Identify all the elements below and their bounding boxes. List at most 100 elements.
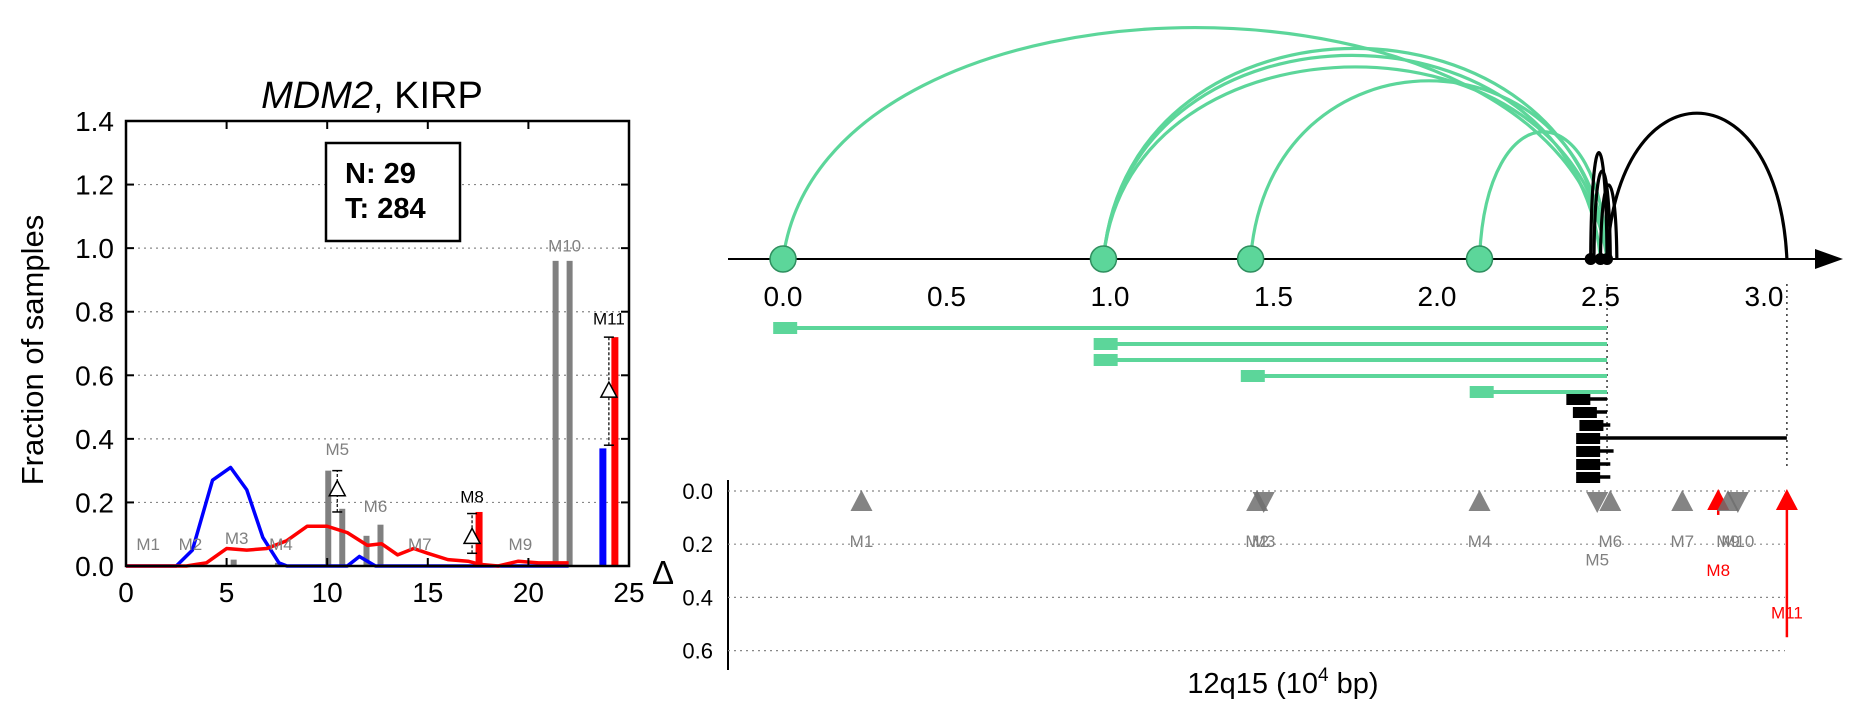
delta-label: M6 [1598, 532, 1622, 551]
y-tick-label: 1.4 [75, 106, 114, 137]
delta-tick-label: 0.0 [682, 479, 713, 504]
marker-label: M10 [548, 236, 581, 255]
delta-label: M5 [1585, 551, 1609, 570]
arcs [781, 26, 1789, 260]
axis-ticks: 0.0 0.2 0.4 0.6 0.8 1.0 1.2 1.4 0 5 10 15 20 25 [75, 106, 645, 608]
green-span-marker [1469, 386, 1494, 398]
delta-up-triangle [1671, 490, 1694, 511]
black-arc [1589, 150, 1609, 260]
x-tick-label: 0.0 [764, 281, 803, 312]
black-span-marker [1566, 394, 1591, 405]
delta-label: M3 [1252, 532, 1276, 551]
bar-tumor [475, 511, 483, 566]
x-axis-label-exponent: 4 [1318, 665, 1329, 686]
marker-label: M5 [325, 440, 349, 459]
black-arc [1592, 169, 1612, 260]
delta-tick-label: 0.6 [682, 639, 713, 664]
position-guides [1606, 284, 1788, 470]
marker-label: M8 [460, 487, 484, 506]
black-arc [1605, 111, 1789, 260]
black-span-marker [1572, 407, 1597, 418]
info-normal-count: N: 29 [345, 158, 416, 190]
x-tick-label: 2.5 [1581, 281, 1620, 312]
chart-title: MDM2, KIRP [261, 75, 483, 117]
green-arc [1101, 65, 1609, 260]
black-node [1584, 253, 1597, 265]
marker-annotations: M1 M2 M3 M4 M5 M6 M7 M8 M9 M10 M11 [136, 236, 624, 554]
delta-label: M1 [850, 532, 874, 551]
delta-label: M10 [1721, 532, 1754, 551]
delta-triangle [462, 526, 482, 545]
arc-diagram: 0.0 0.5 1.0 1.5 2.0 2.5 3.0 [728, 26, 1843, 483]
delta-up-triangle [1468, 490, 1491, 511]
x-tick-label: 0 [118, 577, 134, 608]
marker-label: M3 [225, 529, 249, 548]
bar-tumor [611, 337, 619, 566]
info-box: N: 29 T: 284 [324, 141, 462, 243]
delta-label: M2 [1245, 532, 1269, 551]
delta-gridlines: 0.0 0.2 0.4 0.6 [682, 479, 1785, 664]
green-node [1236, 245, 1265, 273]
fraction-bar-chart: MDM2, KIRP Fraction of samples M1 M2 M3 M4M… [15, 75, 645, 608]
delta-down-triangle [1586, 492, 1609, 513]
y-tick-label: 0.2 [75, 487, 114, 518]
delta-y-label: Δ [652, 554, 674, 591]
info-box-frame [324, 141, 462, 243]
y-tick-label: 0.6 [75, 360, 114, 391]
delta-label: M8 [1706, 561, 1730, 580]
delta-up-triangle [1717, 490, 1740, 511]
green-node [769, 245, 797, 273]
bar-normal [552, 260, 559, 566]
marker-label: M7 [408, 535, 432, 554]
title-gene: MDM2 [261, 75, 373, 117]
delta-up-triangle [850, 490, 873, 511]
green-span-marker [1093, 354, 1118, 366]
x-tick-label: 1.5 [1254, 281, 1293, 312]
delta-tick-label: 0.4 [682, 585, 713, 610]
green-span-marker [773, 322, 798, 334]
bar-tumor [339, 508, 346, 566]
y-tick-label: 0.4 [75, 424, 114, 455]
x-tick-label: 25 [613, 577, 644, 608]
black-span-marker [1576, 459, 1601, 470]
y-tick-label: 1.0 [75, 233, 114, 264]
black-span-marker [1579, 420, 1604, 431]
delta-down-triangle [1726, 492, 1749, 513]
x-tick-label: 3.0 [1745, 281, 1784, 312]
marker-label: M4 [269, 535, 293, 554]
black-span-marker [1576, 433, 1601, 444]
nodes [769, 245, 1614, 273]
bar-normal [325, 470, 332, 566]
bar-normal [274, 562, 281, 566]
green-node [1089, 245, 1118, 273]
x-axis-label: 12q15 (104 bp) [1187, 665, 1378, 700]
axis-arrowhead [1815, 249, 1843, 269]
bar-series [230, 260, 619, 566]
green-arc [1101, 53, 1603, 260]
x-axis-label-end: bp) [1329, 668, 1379, 700]
marker-label: M2 [179, 535, 203, 554]
info-tumor-count: T: 284 [345, 193, 426, 225]
x-axis-label-base: 12q15 (10 [1187, 668, 1318, 700]
bar-normal [230, 559, 237, 566]
delta-down-triangle [1252, 492, 1275, 513]
x-tick-label: 1.0 [1091, 281, 1130, 312]
delta-label: M7 [1670, 532, 1694, 551]
bar-normal [599, 448, 607, 566]
green-span-marker [1093, 338, 1118, 350]
black-node [1601, 253, 1614, 265]
green-arc [1249, 79, 1609, 260]
x-tick-label: 2.0 [1418, 281, 1457, 312]
bar-normal [363, 535, 370, 566]
x-axis-ticks: 0.0 0.5 1.0 1.5 2.0 2.5 3.0 [764, 281, 1784, 312]
y-tick-label: 0.8 [75, 297, 114, 328]
y-tick-label: 0.0 [75, 551, 114, 582]
delta-triangle [599, 380, 619, 398]
y-tick-label: 1.2 [75, 170, 114, 201]
x-tick-label: 5 [219, 577, 235, 608]
spans [773, 322, 1787, 483]
delta-triangle [328, 479, 347, 497]
